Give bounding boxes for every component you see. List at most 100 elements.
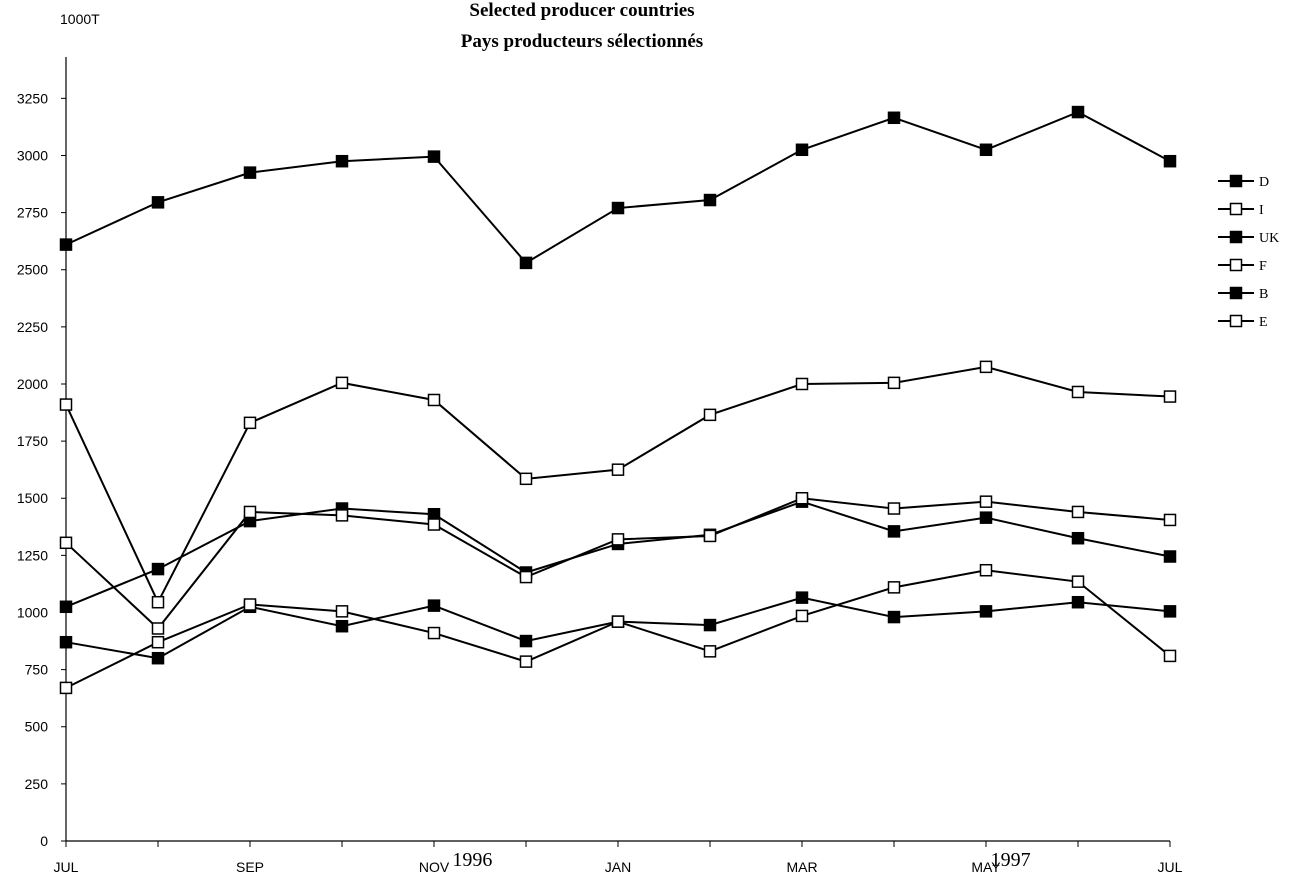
series-line-uk xyxy=(65,500,1171,608)
data-point-i xyxy=(427,393,441,407)
series-line-d xyxy=(65,110,1171,265)
y-tick-label: 1750 xyxy=(17,433,48,449)
x-tick-label: SEP xyxy=(236,859,264,875)
y-tick-label: 2000 xyxy=(17,376,48,392)
data-point-f xyxy=(427,518,441,531)
x-tick-labels: JUL SEP NOV JAN MAR MAY JUL 1996 1997 xyxy=(54,841,1183,875)
y-tick-label: 1500 xyxy=(17,490,48,506)
legend: DI UK FBE xyxy=(1218,174,1279,330)
data-point-uk xyxy=(59,600,73,614)
series-group xyxy=(59,105,1177,695)
data-point-f xyxy=(979,495,993,508)
data-point-e xyxy=(611,615,625,628)
data-point-f xyxy=(887,502,901,515)
legend-marker-d xyxy=(1229,174,1243,188)
data-point-e xyxy=(519,655,533,668)
legend-marker-i xyxy=(1229,202,1243,216)
data-point-b xyxy=(151,651,165,665)
data-point-f xyxy=(1071,505,1085,519)
data-point-i xyxy=(151,595,165,609)
data-point-i xyxy=(795,377,809,391)
data-point-d xyxy=(427,150,441,163)
chart-title: Selected producer countries xyxy=(469,0,694,21)
legend-marker-b xyxy=(1229,286,1243,300)
legend-label-f: F xyxy=(1259,259,1267,274)
data-point-i xyxy=(979,360,993,374)
y-tick-label: 750 xyxy=(25,662,49,678)
data-point-uk xyxy=(979,511,993,524)
data-point-b xyxy=(427,599,441,612)
data-point-uk xyxy=(1071,531,1085,545)
data-point-e xyxy=(151,635,165,649)
legend-marker-e xyxy=(1229,314,1243,328)
data-point-d xyxy=(703,193,717,207)
data-point-f xyxy=(335,509,349,522)
data-point-i xyxy=(703,408,717,422)
data-point-e xyxy=(427,626,441,640)
x-tick-label: NOV xyxy=(419,859,450,875)
data-point-i xyxy=(59,398,73,411)
data-point-e xyxy=(243,598,257,611)
data-point-d xyxy=(335,154,349,168)
x-tick-label: MAY xyxy=(971,859,1001,875)
data-point-f xyxy=(151,622,165,635)
data-point-uk xyxy=(427,507,441,521)
data-point-i xyxy=(243,416,257,430)
legend-marker-f xyxy=(1229,258,1243,272)
data-point-f xyxy=(795,491,809,505)
legend-label-uk: UK xyxy=(1259,231,1279,246)
data-point-b xyxy=(887,610,901,624)
data-point-b xyxy=(59,635,73,649)
series-line-e xyxy=(65,569,1171,689)
data-point-i xyxy=(1163,390,1177,403)
y-axis-unit: 1000T xyxy=(60,11,100,27)
data-point-f xyxy=(243,505,257,519)
data-point-e xyxy=(703,645,717,658)
x-tick-label: JAN xyxy=(605,859,631,875)
data-point-i xyxy=(1071,385,1085,399)
data-point-d xyxy=(519,256,533,270)
data-point-uk xyxy=(887,525,901,538)
data-point-f xyxy=(519,570,533,584)
data-point-f xyxy=(59,536,73,550)
data-point-i xyxy=(335,376,349,390)
y-tick-label: 3250 xyxy=(17,90,48,106)
data-point-d xyxy=(979,143,993,157)
y-tick-label: 1000 xyxy=(17,604,48,620)
data-point-uk xyxy=(1163,550,1177,563)
data-point-b xyxy=(1071,595,1085,609)
data-point-b xyxy=(795,591,809,604)
data-point-e xyxy=(1071,575,1085,588)
data-point-i xyxy=(611,463,625,476)
data-point-b xyxy=(335,619,349,633)
y-tick-label: 500 xyxy=(25,719,49,735)
data-point-e xyxy=(1163,649,1177,663)
data-point-b xyxy=(519,634,533,648)
x-tick-label: MAR xyxy=(786,859,817,875)
y-tick-label: 2750 xyxy=(17,205,48,221)
data-point-b xyxy=(703,618,717,632)
y-tick-labels: 0 250 500 750 1000 1250 1500 1750 2000 2250 2500 27… xyxy=(17,90,66,849)
y-tick-label: 2500 xyxy=(17,262,48,278)
data-point-d xyxy=(795,143,809,157)
data-point-e xyxy=(795,609,809,623)
data-point-e xyxy=(887,581,901,594)
year-label: 1997 xyxy=(991,849,1031,871)
data-point-uk xyxy=(151,562,165,576)
data-point-d xyxy=(151,196,165,209)
data-point-d xyxy=(887,111,901,125)
data-point-d xyxy=(1163,154,1177,168)
series-line-b xyxy=(65,596,1171,660)
data-point-e xyxy=(59,681,73,695)
data-point-b xyxy=(979,605,993,618)
data-point-f xyxy=(1163,513,1177,527)
data-point-i xyxy=(519,472,533,486)
legend-marker-uk xyxy=(1229,230,1243,244)
y-tick-label: 2250 xyxy=(17,319,48,335)
y-tick-label: 3000 xyxy=(17,147,48,163)
data-point-f xyxy=(703,529,717,543)
data-point-d xyxy=(59,238,73,251)
data-point-d xyxy=(243,166,257,179)
legend-label-e: E xyxy=(1259,315,1268,330)
